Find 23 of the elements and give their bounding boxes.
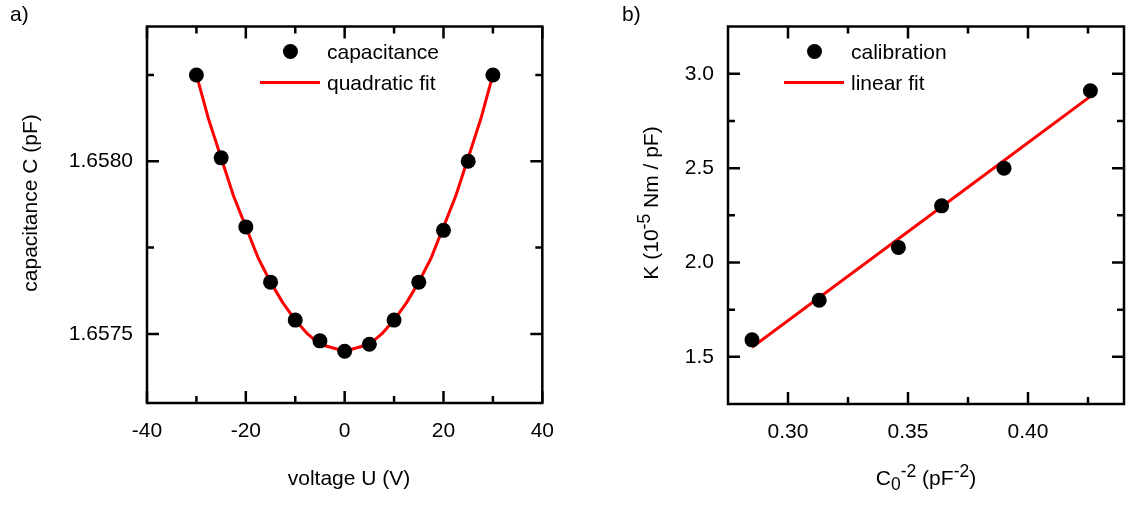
- x-axis-title: C$_{0}$$^{-2}$ (pF$^{-2}$): [875, 460, 977, 496]
- y-axis-title: capacitance C (pF): [18, 113, 42, 292]
- x-tick-label: 40: [530, 418, 554, 442]
- legend-label: linear fit: [851, 70, 925, 95]
- chart-title: b): [622, 2, 641, 26]
- legend-label: calibration: [851, 39, 947, 64]
- y-tick-label: 1.6580: [68, 148, 133, 172]
- x-tick-label: 20: [431, 418, 456, 442]
- y-tick-label: 2.0: [684, 249, 714, 273]
- chart-title: a): [10, 2, 29, 26]
- x-tick-label: 0.30: [767, 419, 809, 443]
- x-tick-label: 0.40: [1007, 419, 1049, 443]
- y-tick-label: 3.0: [684, 60, 714, 84]
- x-axis-title: voltage U (V): [287, 466, 411, 490]
- x-tick-label: 0.35: [887, 419, 929, 443]
- y-tick-label: 1.5: [684, 343, 714, 367]
- y-tick-label: 2.5: [684, 154, 714, 178]
- x-tick-label: -40: [131, 418, 163, 442]
- legend-label: quadratic fit: [326, 70, 436, 95]
- x-tick-label: 0: [338, 418, 351, 442]
- legend-label: capacitance: [326, 39, 440, 64]
- x-tick-label: -20: [230, 418, 262, 442]
- y-tick-label: 1.6575: [68, 320, 133, 344]
